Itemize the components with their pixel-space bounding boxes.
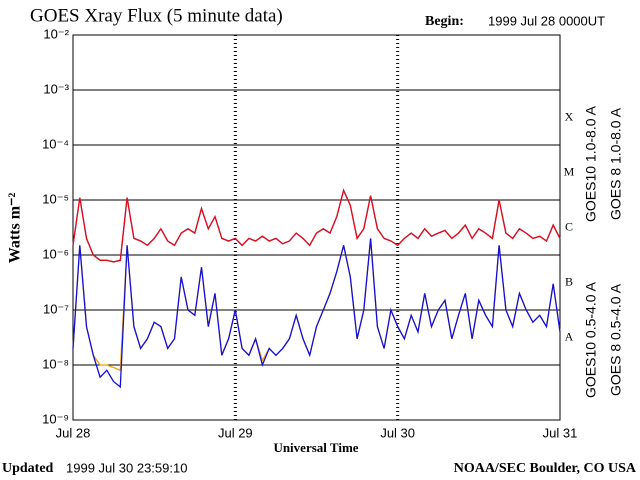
- legend-entry: GOES 8 0.5-4.0 A: [608, 283, 624, 396]
- y-tick-label: 10⁻⁶: [42, 246, 69, 261]
- legend-entry: GOES10 0.5-4.0 A: [583, 281, 599, 398]
- series-line: [72, 238, 561, 372]
- updated-date: 1999 Jul 30 23:59:10: [66, 460, 187, 475]
- series-line: [72, 238, 561, 389]
- x-tick-label: Jul 31: [543, 425, 578, 440]
- credit: NOAA/SEC Boulder, CO USA: [454, 461, 637, 476]
- legend-entry: GOES10 1.0-8.0 A: [583, 105, 599, 222]
- series-line: [72, 188, 561, 263]
- chart-title: GOES Xray Flux (5 minute data): [30, 5, 283, 26]
- x-axis-label: Universal Time: [273, 440, 358, 455]
- y-tick-label: 10⁻⁴: [42, 136, 69, 151]
- y-tick-label: 10⁻²: [43, 26, 69, 41]
- updated-label: Updated: [2, 461, 54, 476]
- y-tick-label: 10⁻³: [43, 81, 69, 96]
- x-tick-label: Jul 28: [56, 425, 91, 440]
- class-label: A: [565, 329, 574, 343]
- plot-frame: [72, 34, 561, 421]
- y-tick-label: 10⁻⁸: [42, 356, 69, 371]
- x-tick-label: Jul 30: [380, 425, 415, 440]
- class-label: X: [565, 109, 574, 123]
- y-tick-label: 10⁻⁹: [42, 411, 69, 426]
- class-label: B: [565, 274, 573, 288]
- legend-entry: GOES 8 1.0-8.0 A: [608, 107, 624, 220]
- begin-label: Begin:: [425, 14, 464, 29]
- y-axis-label: Watts m⁻²: [7, 193, 24, 264]
- series-line: [72, 188, 561, 263]
- y-tick-label: 10⁻⁷: [43, 301, 69, 316]
- x-tick-label: Jul 29: [218, 425, 253, 440]
- begin-date: 1999 Jul 28 0000UT: [488, 13, 605, 28]
- y-tick-label: 10⁻⁵: [42, 191, 69, 206]
- class-label: M: [564, 164, 575, 178]
- class-label: C: [565, 219, 573, 233]
